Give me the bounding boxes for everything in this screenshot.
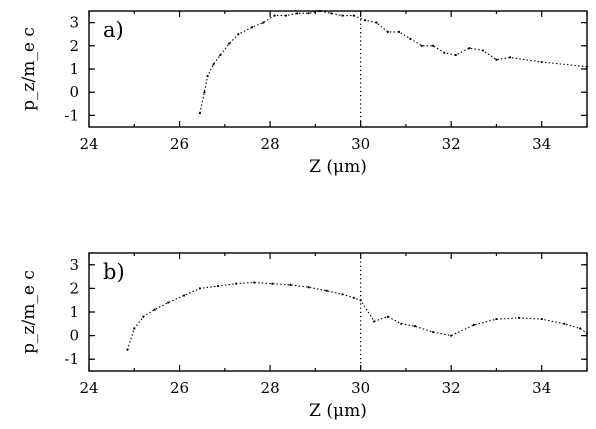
data-point: [375, 21, 378, 24]
data-point: [284, 14, 288, 17]
data-point: [307, 286, 310, 289]
x-tick-label: 34: [532, 379, 551, 397]
data-point: [206, 74, 209, 78]
data-point: [271, 282, 274, 285]
panel-label: b): [103, 260, 125, 284]
data-point: [352, 296, 355, 299]
data-point: [352, 14, 355, 17]
x-tick-label: 26: [170, 135, 189, 153]
y-tick-label: 0: [69, 83, 79, 101]
data-point: [203, 91, 206, 94]
data-point: [398, 30, 401, 33]
data-point: [454, 53, 457, 57]
data-point: [563, 322, 566, 325]
data-point: [167, 301, 170, 304]
data-point: [307, 12, 310, 15]
data-point: [273, 14, 276, 17]
x-axis-label: Z (μm): [309, 157, 367, 177]
x-tick-label: 32: [442, 135, 461, 153]
y-tick-label: -1: [64, 106, 79, 124]
x-tick-label: 30: [351, 135, 370, 153]
y-tick-label: -1: [64, 350, 79, 368]
y-tick-label: 2: [69, 37, 79, 55]
y-tick-label: 1: [69, 303, 79, 321]
data-point: [318, 9, 321, 13]
data-point: [262, 21, 265, 24]
data-point: [341, 14, 344, 17]
data-point: [126, 348, 129, 351]
data-point: [508, 56, 512, 59]
data-point: [341, 293, 344, 296]
data-point: [495, 58, 498, 61]
panel-a: 24 26 28 30 32 34 -1 0 1 2 3 a) Z (μm) p_z/m_e c: [19, 9, 589, 177]
data-point: [330, 12, 333, 15]
data-point: [133, 327, 136, 330]
x-tick-label: 30: [351, 379, 370, 397]
data-point: [540, 317, 543, 321]
data-point: [420, 44, 423, 47]
data-point: [450, 334, 453, 337]
data-point: [253, 281, 256, 284]
data-point: [216, 284, 220, 288]
data-point: [579, 327, 582, 330]
data-point: [198, 287, 202, 290]
data-point: [443, 51, 446, 54]
x-tick-label: 24: [79, 135, 98, 153]
data-point: [386, 315, 389, 318]
data-point: [373, 320, 376, 323]
data-point: [325, 289, 328, 292]
y-tick-label: 3: [69, 14, 79, 32]
x-axis-label: Z (μm): [309, 401, 367, 421]
data-point: [400, 322, 403, 325]
data-point: [585, 65, 589, 68]
data-point: [413, 325, 417, 328]
data-point: [228, 42, 231, 45]
y-tick-label: 1: [69, 60, 79, 78]
x-tick-label: 28: [261, 135, 280, 153]
plot-frame: [88, 10, 588, 128]
data-point: [237, 33, 240, 36]
data-point: [468, 47, 471, 50]
plot-frame: [88, 252, 588, 372]
data-point: [359, 299, 362, 302]
data-point: [481, 49, 484, 52]
data-point: [296, 12, 299, 15]
data-point: [182, 294, 186, 297]
y-axis-label: p_z/m_e c: [19, 270, 39, 354]
data-point: [364, 19, 367, 22]
x-tick-label: 24: [79, 379, 98, 397]
data-point: [495, 317, 498, 321]
panel-label: a): [103, 18, 124, 42]
data-point: [219, 53, 222, 57]
data-point: [409, 37, 412, 40]
x-tick-label: 28: [261, 379, 280, 397]
x-tick-label: 32: [442, 379, 461, 397]
data-point: [198, 111, 202, 115]
data-point: [386, 30, 389, 33]
data-point: [250, 26, 254, 29]
x-tick-label: 26: [170, 379, 189, 397]
data-point: [540, 60, 543, 64]
data-point: [153, 308, 156, 311]
data-point: [585, 332, 589, 335]
panel-b: 24 26 28 30 32 34 -1 0 1 2 3 b) Z (μm) p_z/m_e c: [19, 252, 589, 421]
data-point: [431, 44, 435, 47]
series-line: [199, 10, 588, 114]
data-point: [289, 283, 292, 286]
series-line: [126, 281, 588, 350]
data-point: [517, 316, 521, 319]
y-tick-label: 2: [69, 279, 79, 297]
data-point: [235, 282, 238, 285]
data-point: [431, 330, 435, 334]
x-tick-label: 34: [532, 135, 551, 153]
y-axis-label: p_z/m_e c: [19, 27, 39, 111]
data-point: [212, 63, 215, 66]
y-tick-label: 0: [69, 327, 79, 345]
data-point: [472, 323, 475, 327]
data-point: [142, 315, 145, 318]
y-tick-label: 3: [69, 256, 79, 274]
